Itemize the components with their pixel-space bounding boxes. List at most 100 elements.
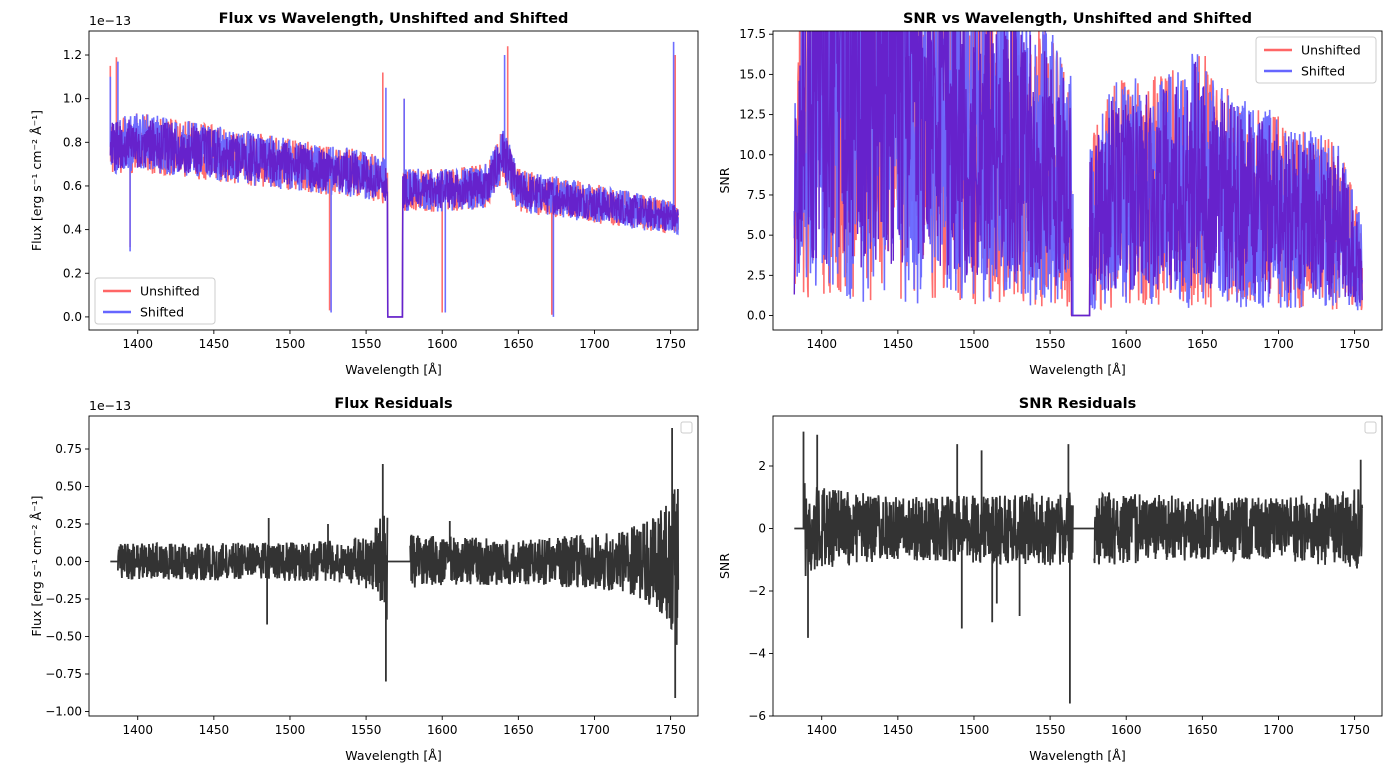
- y-tick-label: 1.2: [63, 48, 82, 62]
- y-tick-label: −0.25: [45, 592, 82, 606]
- x-tick-label: 1450: [883, 723, 914, 737]
- y-tick-label: −0.75: [45, 667, 82, 681]
- x-tick-label: 1600: [1111, 723, 1142, 737]
- x-tick-label: 1400: [806, 337, 837, 351]
- legend: Unshifted Shifted: [94, 277, 216, 325]
- y-tick-label: 10.0: [739, 148, 766, 162]
- x-tick-label: 1700: [1263, 723, 1294, 737]
- x-tick-label: 1750: [655, 723, 686, 737]
- y-axis-label: Flux [erg s⁻¹ cm⁻² Å⁻¹]: [29, 110, 44, 251]
- x-tick-label: 1650: [503, 723, 534, 737]
- x-tick-label: 1500: [275, 723, 306, 737]
- subplot-3: 1400 1450 1500 1550 1600 1650 1700 1750 −1.00 −0.…: [29, 396, 699, 763]
- x-tick-label: 1600: [427, 723, 458, 737]
- y-axis-label: SNR: [717, 167, 732, 193]
- axes-frame: [88, 415, 699, 717]
- y-tick-label: −4: [748, 647, 766, 661]
- legend-label-shifted: Shifted: [140, 305, 184, 320]
- y-tick-label: −6: [748, 709, 766, 723]
- chart-title: SNR Residuals: [1019, 396, 1136, 412]
- legend-label-unshifted: Unshifted: [1301, 43, 1361, 58]
- series-overlap-line: [793, 31, 1363, 317]
- x-tick-label: 1550: [351, 723, 382, 737]
- legend: Unshifted Shifted: [1255, 36, 1377, 84]
- y-tick-label: 12.5: [739, 108, 766, 122]
- legend-label-unshifted: Unshifted: [140, 284, 200, 299]
- y-tick-label: 7.5: [747, 188, 766, 202]
- subplot-2: 1400 1450 1500 1550 1600 1650 1700 1750 0.0 2.5 5.…: [717, 11, 1383, 377]
- x-tick-label: 1450: [199, 337, 230, 351]
- x-tick-label: 1400: [122, 723, 153, 737]
- y-tick-label: 1.0: [63, 92, 82, 106]
- residual-line: [110, 428, 680, 698]
- y-tick-label: 2.5: [747, 268, 766, 282]
- y-tick-label: 17.5: [739, 27, 766, 41]
- plot-area: [793, 31, 1363, 317]
- x-tick-label: 1400: [806, 723, 837, 737]
- y-tick-label: −2: [748, 584, 766, 598]
- series-overlap-line: [109, 119, 679, 318]
- empty-legend: [1364, 421, 1377, 434]
- subplot-4: 1400 1450 1500 1550 1600 1650 1700 1750 −6 −4 −2 0 2…: [717, 396, 1383, 763]
- y-tick-label: 0.25: [55, 517, 82, 531]
- x-tick-label: 1750: [1339, 723, 1370, 737]
- x-tick-label: 1500: [959, 337, 990, 351]
- x-tick-label: 1700: [1263, 337, 1294, 351]
- subplot-1: 1400 1450 1500 1550 1600 1650 1700 1750 0.0 0.2 0.…: [29, 11, 699, 377]
- y-tick-label: 0.0: [747, 309, 766, 323]
- axes-frame: [772, 30, 1383, 331]
- y-tick-label: 5.0: [747, 228, 766, 242]
- x-axis-label: Wavelength [Å]: [1029, 748, 1125, 763]
- y-axis-offset: 1e−13: [89, 398, 131, 413]
- series-line-shifted: [109, 41, 679, 318]
- x-tick-label: 1650: [1187, 723, 1218, 737]
- x-tick-label: 1750: [655, 337, 686, 351]
- y-axis-label: SNR: [717, 553, 732, 579]
- x-tick-label: 1700: [579, 723, 610, 737]
- x-tick-label: 1550: [351, 337, 382, 351]
- x-tick-label: 1500: [959, 723, 990, 737]
- plot-area: [110, 428, 680, 698]
- y-tick-label: 0.0: [63, 310, 82, 324]
- chart-title: Flux vs Wavelength, Unshifted and Shifte…: [219, 11, 569, 27]
- empty-legend: [680, 421, 693, 434]
- chart-title: SNR vs Wavelength, Unshifted and Shifted: [903, 11, 1252, 27]
- series-line-unshifted: [109, 46, 679, 318]
- legend-label-shifted: Shifted: [1301, 64, 1345, 79]
- y-tick-label: 0: [758, 522, 766, 536]
- y-axis-offset: 1e−13: [89, 13, 131, 28]
- x-tick-label: 1450: [199, 723, 230, 737]
- x-axis-label: Wavelength [Å]: [1029, 362, 1125, 377]
- x-axis-label: Wavelength [Å]: [345, 748, 441, 763]
- y-tick-label: 2: [758, 459, 766, 473]
- x-tick-label: 1650: [1187, 337, 1218, 351]
- y-tick-label: 0.6: [63, 179, 82, 193]
- x-tick-label: 1650: [503, 337, 534, 351]
- x-tick-label: 1750: [1339, 337, 1370, 351]
- y-tick-label: 0.50: [55, 480, 82, 494]
- x-tick-label: 1550: [1035, 337, 1066, 351]
- x-axis-label: Wavelength [Å]: [345, 362, 441, 377]
- chart-title: Flux Residuals: [334, 396, 452, 412]
- residual-line: [794, 431, 1364, 704]
- plot-area: [794, 431, 1364, 704]
- plot-area: [109, 41, 679, 318]
- axes-frame: [772, 415, 1383, 717]
- y-tick-label: 0.75: [55, 442, 82, 456]
- x-tick-label: 1550: [1035, 723, 1066, 737]
- x-tick-label: 1400: [122, 337, 153, 351]
- y-tick-label: −1.00: [45, 705, 82, 719]
- x-tick-label: 1500: [275, 337, 306, 351]
- y-tick-label: 0.8: [63, 135, 82, 149]
- y-tick-label: 0.2: [63, 266, 82, 280]
- y-axis-label: Flux [erg s⁻¹ cm⁻² Å⁻¹]: [29, 495, 44, 636]
- y-tick-label: 0.00: [55, 555, 82, 569]
- x-tick-label: 1450: [883, 337, 914, 351]
- axes-frame: [88, 30, 699, 331]
- x-tick-label: 1700: [579, 337, 610, 351]
- x-tick-label: 1600: [427, 337, 458, 351]
- x-tick-label: 1600: [1111, 337, 1142, 351]
- y-tick-label: 15.0: [739, 67, 766, 81]
- y-tick-label: −0.50: [45, 630, 82, 644]
